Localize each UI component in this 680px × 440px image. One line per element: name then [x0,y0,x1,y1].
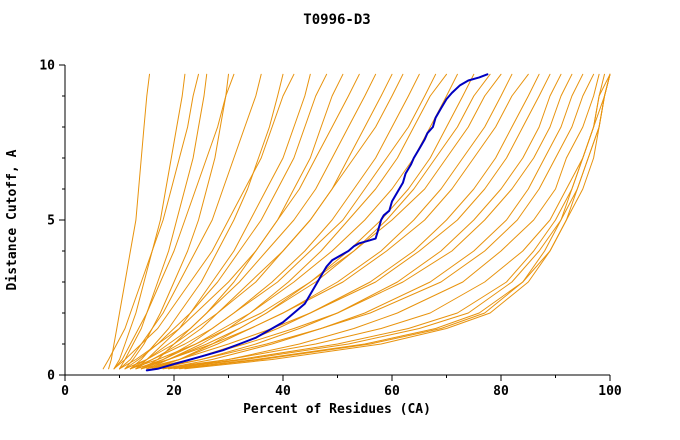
y-tick-label: 0 [47,369,55,384]
model-curve-15 [135,73,393,370]
model-curve-4 [102,73,199,370]
model-curve-18 [129,73,437,370]
model-curve-17 [140,73,420,370]
model-curve-13 [119,73,360,370]
model-curve-16 [124,73,404,370]
model-curve-33 [173,73,605,370]
model-curve-26 [151,73,540,370]
model-curve-1 [108,73,150,370]
x-tick-label: 0 [61,384,69,399]
model-curve-30 [162,73,584,370]
model-curve-22 [140,73,491,370]
x-tick-label: 20 [166,384,182,399]
model-curve-25 [135,73,529,370]
model-curve-9 [113,73,295,370]
model-curve-19 [146,73,447,370]
model-curve-24 [146,73,513,370]
model-curve-36 [157,73,611,370]
model-curve-10 [135,73,311,370]
model-curve-32 [168,73,600,370]
model-curve-28 [157,73,562,370]
x-axis-label: Percent of Residues (CA) [243,402,431,417]
model-curve-14 [129,73,377,370]
model-curve-38 [168,73,611,370]
model-curve-8 [129,73,284,370]
model-curve-23 [129,73,502,370]
x-tick-label: 40 [275,384,291,399]
x-tick-label: 100 [598,384,622,399]
highlighted-model-curve [145,73,489,372]
x-tick-label: 60 [384,384,400,399]
model-curve-6 [113,73,235,370]
model-curve-35 [184,73,611,370]
y-axis-label: Distance Cutoff, A [5,149,20,290]
axes: 0 20 40 60 80 100 0 5 10 [39,59,622,400]
series-layer [102,73,611,372]
x-tick-label: 80 [493,384,509,399]
model-curve-31 [151,73,595,370]
chart-title: T0996-D3 [303,12,370,28]
y-tick-label: 10 [39,59,55,74]
model-curve-2 [113,73,186,370]
model-curve-3 [119,73,208,370]
model-curve-5 [124,73,229,370]
model-curve-29 [146,73,573,370]
model-curve-27 [140,73,551,370]
y-tick-label: 5 [47,214,55,229]
